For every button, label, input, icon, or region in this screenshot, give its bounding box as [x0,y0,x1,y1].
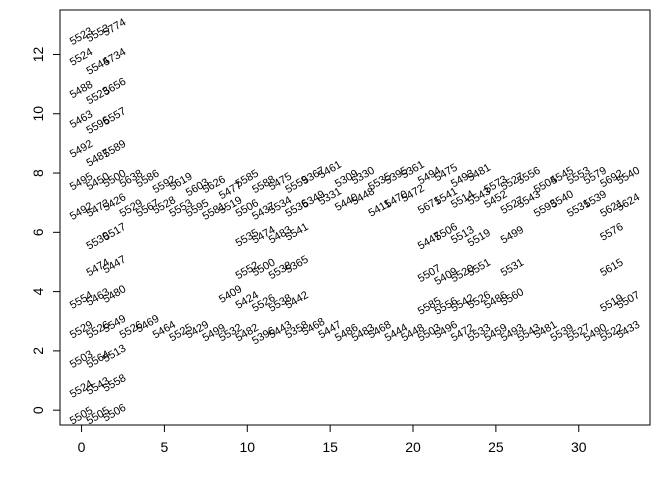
point-label: 5656 [101,76,128,99]
point-label: 5365 [283,254,310,277]
x-tick-label: 5 [161,439,169,455]
x-tick-label: 10 [239,439,255,455]
point-label: 5557 [101,105,128,128]
x-tick-label: 25 [488,439,504,455]
y-tick-label: 10 [30,106,46,122]
point-label: 5734 [101,46,128,69]
axes: 0 5 10 15 20 25 30 0 2 4 6 8 10 12 [30,9,651,455]
point-label: 5517 [101,221,128,244]
plot-frame [59,9,651,426]
point-label: 5615 [598,256,625,279]
y-tick-label: 0 [30,406,46,414]
point-label: 5499 [499,224,526,247]
point-label: 5774 [101,16,128,39]
x-tick-label: 20 [405,439,421,455]
y-tick-label: 4 [30,288,46,296]
point-label: 5551 [466,256,493,279]
point-label: 5576 [598,221,625,244]
y-tick-label: 2 [30,347,46,355]
point-label: 5513 [101,342,128,365]
point-label: 5624 [615,191,642,214]
x-tick-label: 30 [571,439,587,455]
y-tick-label: 8 [30,169,46,177]
x-tick-label: 0 [78,439,86,455]
point-labels: 5523555357745524554457345488552356565463… [68,16,642,427]
y-tick-label: 6 [30,228,46,236]
y-tick-label: 12 [30,46,46,62]
x-tick-label: 15 [322,439,338,455]
point-label: 5531 [499,256,526,279]
point-label: 5589 [101,138,128,161]
